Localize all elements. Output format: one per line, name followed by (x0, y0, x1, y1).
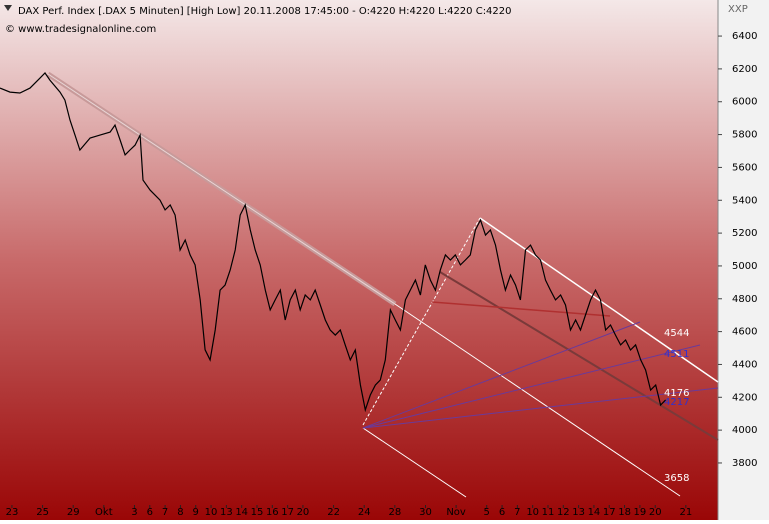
x-tick-label: 24 (358, 507, 371, 518)
x-tick-label: 17 (281, 507, 294, 518)
fan-line (362, 387, 719, 429)
x-tick-label: 14 (235, 507, 248, 518)
x-tick-label: 6 (147, 507, 153, 518)
x-tick-label: 20 (649, 507, 662, 518)
x-tick-label: 7 (162, 507, 168, 518)
menu-icon[interactable] (4, 5, 12, 11)
channel-line (479, 217, 719, 383)
x-tick-label: Nov (446, 507, 466, 518)
x-tick-label: Okt (95, 507, 113, 518)
x-tick-label: 29 (67, 507, 80, 518)
price-annotation: 4176 (664, 388, 689, 399)
y-tick-label: 6400 (732, 31, 757, 42)
x-tick-label: 3 (131, 507, 137, 518)
x-tick-label: 18 (618, 507, 631, 518)
x-tick-label: 22 (327, 507, 340, 518)
y-tick-label: 4600 (732, 327, 757, 338)
x-tick-label: 21 (679, 507, 692, 518)
y-tick-label: 4400 (732, 359, 757, 370)
x-tick-label: 28 (388, 507, 401, 518)
y-tick-label: 5800 (732, 130, 757, 141)
price-annotation: 4217 (664, 397, 689, 408)
x-tick-label: 10 (526, 507, 539, 518)
x-tick-label: 20 (297, 507, 310, 518)
x-tick-label: 15 (251, 507, 264, 518)
plot-background (0, 0, 718, 520)
price-line (0, 72, 667, 413)
drawings (4, 5, 719, 498)
x-tick-label: 25 (36, 507, 49, 518)
channel-line (439, 271, 719, 441)
x-tick-label: 13 (572, 507, 585, 518)
x-tick-label: 14 (588, 507, 601, 518)
x-tick-label: 10 (205, 507, 218, 518)
x-tick-label: 13 (220, 507, 233, 518)
y-tick-label: 5000 (732, 261, 757, 272)
x-tick-label: 8 (177, 507, 183, 518)
x-tick-label: 11 (542, 507, 555, 518)
fan-line (362, 321, 641, 429)
y-tick-label: 4200 (732, 392, 757, 403)
x-tick-label: 12 (557, 507, 570, 518)
y-tick-label: 4800 (732, 294, 757, 305)
x-tick-label: 19 (634, 507, 647, 518)
x-tick-label: 6 (499, 507, 505, 518)
x-tick-label: 7 (514, 507, 520, 518)
x-tick-label: 5 (484, 507, 490, 518)
x-tick-label: 9 (193, 507, 199, 518)
y-tick-label: 5200 (732, 228, 757, 239)
channel-line (431, 301, 611, 317)
fan-line (362, 344, 701, 429)
x-tick-label: 16 (266, 507, 279, 518)
trend-line (362, 427, 467, 498)
trend-line (47, 73, 396, 305)
x-tick-label: 23 (6, 507, 19, 518)
price-annotation: 3658 (664, 473, 689, 484)
axis-label: XXP (728, 4, 748, 15)
y-tick-label: 3800 (732, 458, 757, 469)
x-tick-label: 30 (419, 507, 432, 518)
y-tick-label: 6000 (732, 97, 757, 108)
axis-panel (718, 0, 769, 520)
y-tick-label: 4000 (732, 425, 757, 436)
x-tick-label: 17 (603, 507, 616, 518)
chart-title: DAX Perf. Index [.DAX 5 Minuten] [High L… (18, 6, 512, 17)
chart-subtitle: © www.tradesignalonline.com (5, 24, 156, 35)
y-tick-label: 5600 (732, 162, 757, 173)
price-annotation: 4544 (664, 328, 689, 339)
trend-line (394, 303, 681, 497)
y-tick-label: 6200 (732, 64, 757, 75)
y-tick-label: 5400 (732, 195, 757, 206)
price-annotation: 4511 (664, 349, 689, 360)
